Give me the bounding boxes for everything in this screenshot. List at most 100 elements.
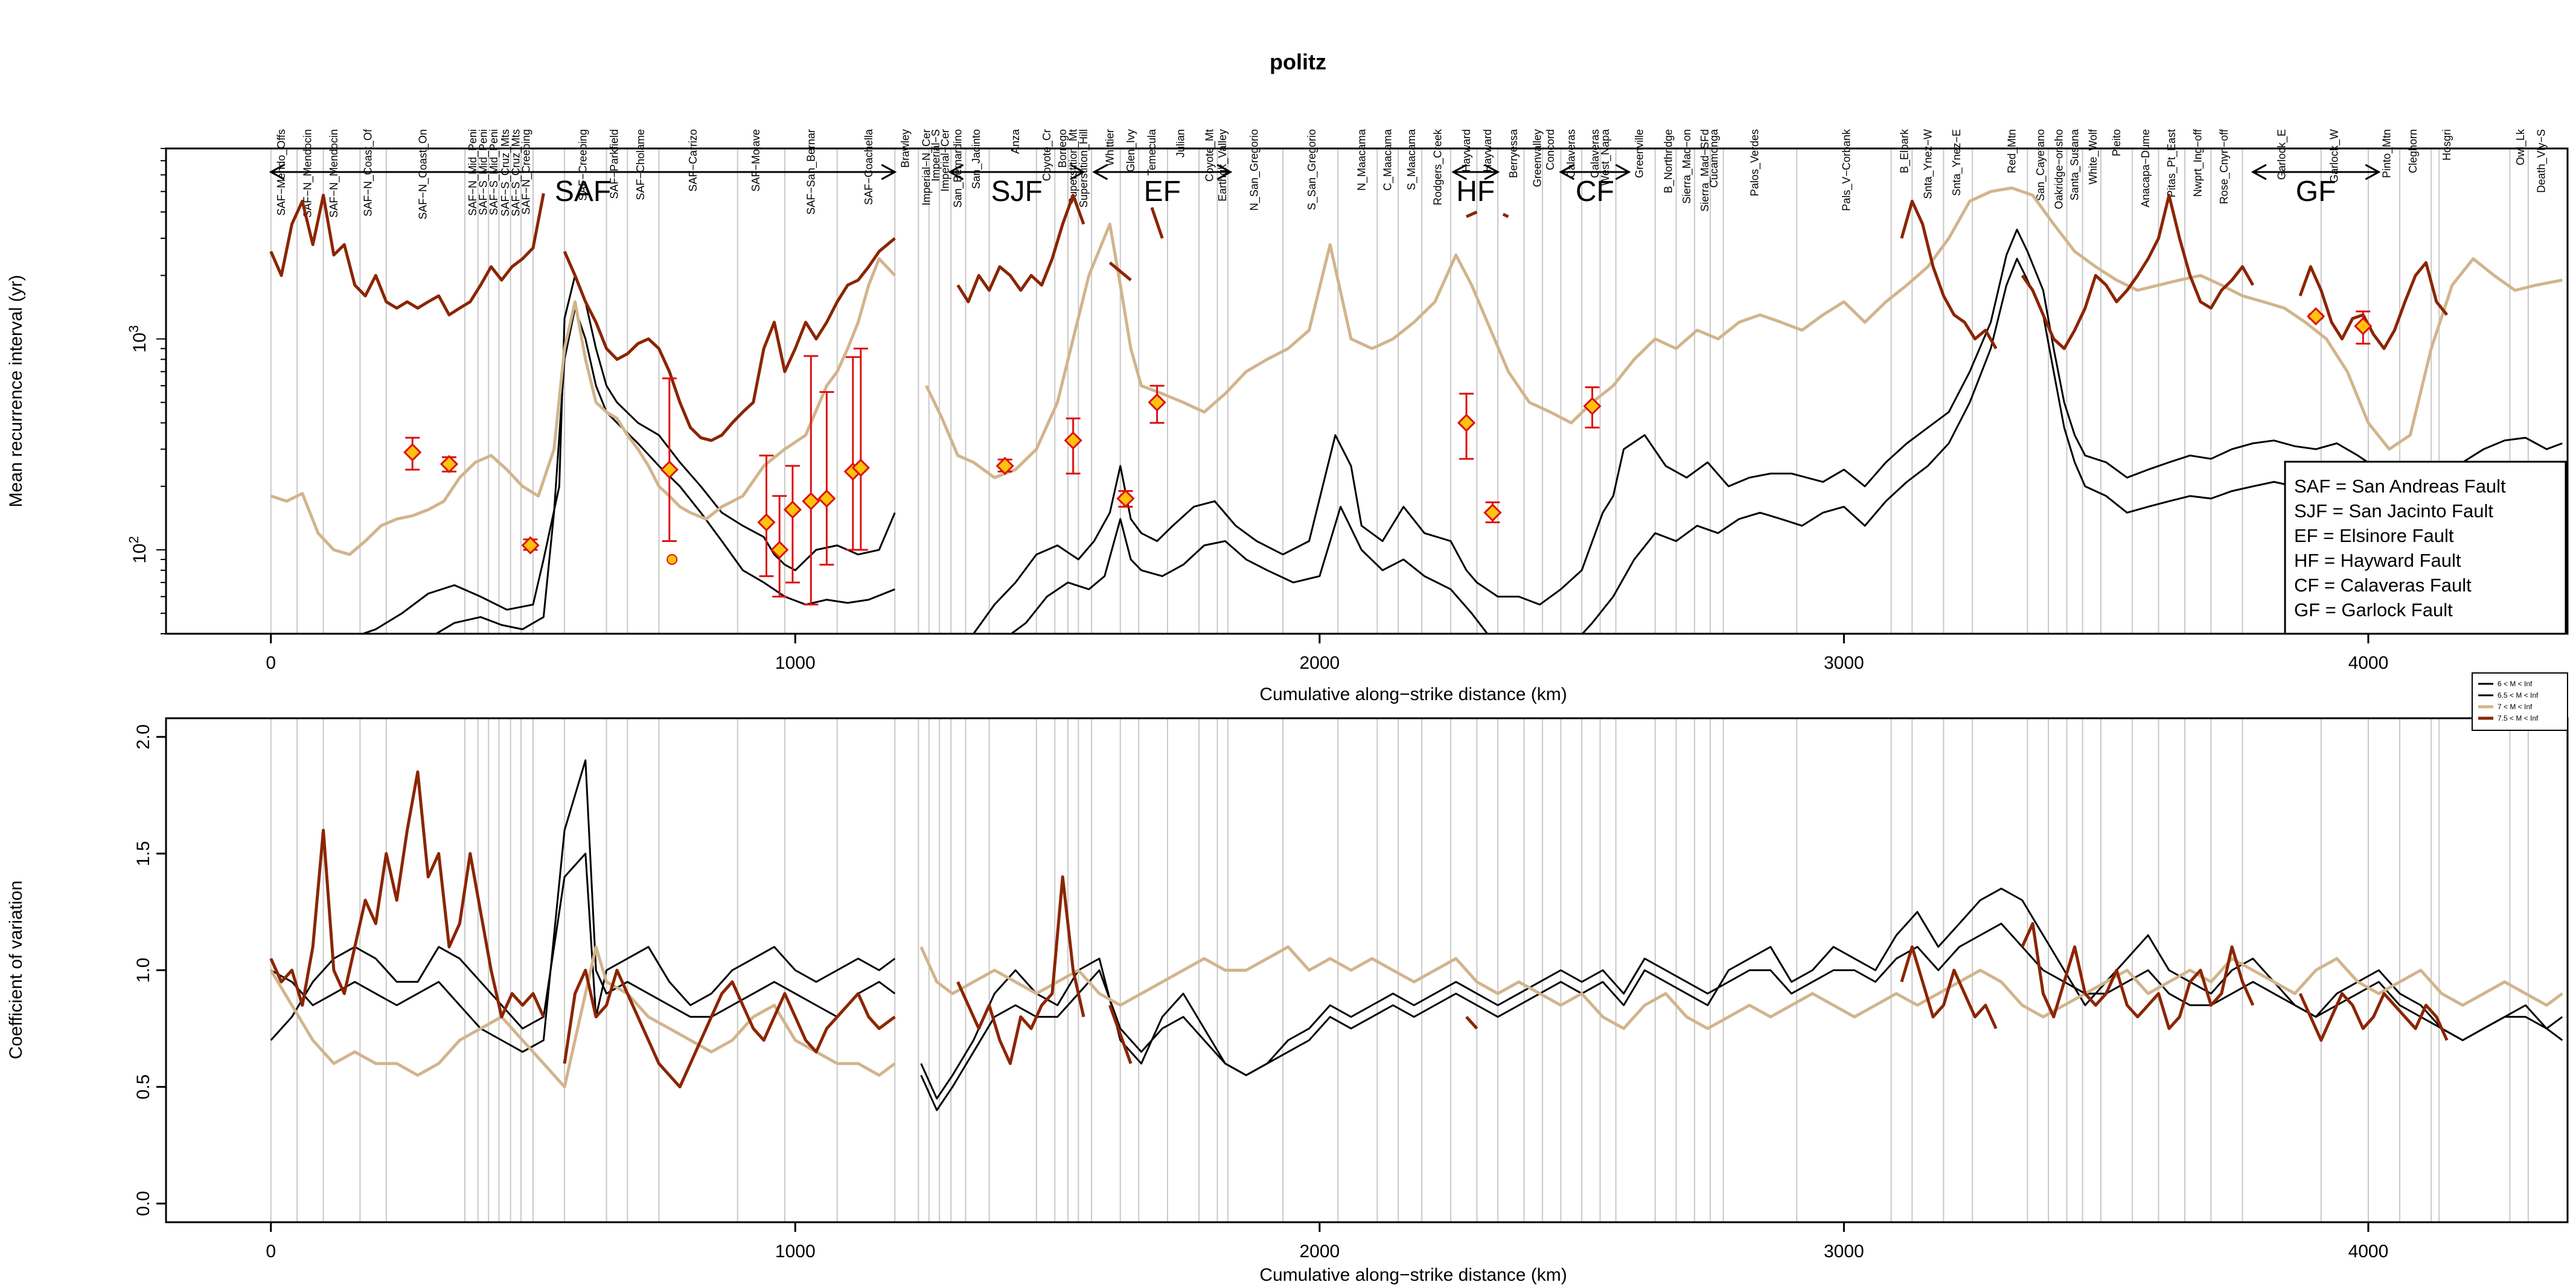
magnitude-legend-box [2472, 672, 2568, 731]
x-tick-label: 2000 [1299, 1242, 1340, 1261]
observed-recurrence-marker [2306, 307, 2325, 326]
legend-entry: 7.5 < M < Inf [2498, 714, 2539, 722]
x-tick-label: 3000 [1824, 1242, 1864, 1261]
x-tick-label: 3000 [1824, 653, 1864, 673]
fault-section-label: Coyote_Mt [1203, 129, 1216, 182]
observed-recurrence-marker [1064, 417, 1082, 475]
bottom-y-axis-title: Coefficient of variation [6, 881, 26, 1059]
fault-section-label: Greenville [1634, 129, 1646, 178]
fault-section-label: SAF−Carrizo [687, 129, 699, 192]
fault-section-label: SAF−Parkfield [609, 129, 621, 199]
series-line-4 [269, 770, 2449, 1089]
observed-recurrence-marker [660, 377, 679, 542]
observed-recurrence-marker [1116, 489, 1135, 508]
legend-entry: HF = Hayward Fault [2294, 550, 2461, 571]
observed-recurrence-marker [2354, 310, 2373, 345]
fault-group-label: EF [1144, 176, 1181, 208]
fault-section-label: Concord [1544, 129, 1556, 170]
fault-section-label: Hayward [1460, 129, 1472, 172]
fault-section-label: Imperial−Cer [939, 129, 951, 192]
fault-section-label: Cleghorn [2407, 129, 2419, 173]
fault-section-label: Snta_Ynez−W [1922, 129, 1934, 199]
legend-entry: 7 < M < Inf [2498, 703, 2533, 711]
observed-recurrence-marker [1457, 392, 1476, 460]
bottom-series [269, 759, 2563, 1111]
x-tick-label: 4000 [2348, 653, 2389, 673]
fault-section-label: S_San_Gregorio [1306, 129, 1318, 210]
observed-markers [403, 307, 2373, 606]
fault-section-label: Temecula [1146, 129, 1158, 176]
legend-entry: SJF = San Jacinto Fault [2294, 500, 2493, 521]
y-tick-label: 2.0 [133, 724, 153, 750]
series-line-3 [269, 945, 2563, 1089]
fault-section-label: B_Elpark [1898, 129, 1911, 173]
fault-group-label: GF [2296, 176, 2336, 208]
fault-section-label: Earthqk_Valley [1216, 129, 1229, 202]
legend-entries: SAF = San Andreas Fault SJF = San Jacinto… [2294, 476, 2506, 620]
fault-section-label: N_Maacama [1355, 129, 1368, 191]
fault-group-label: SJF [991, 176, 1043, 208]
y-tick-label: 1.0 [133, 958, 153, 983]
top-y-axis-title: Mean recurrence interval (yr) [6, 275, 26, 507]
y-tick-label: 103 [126, 325, 150, 353]
bottom-plot-frame [165, 717, 2569, 1223]
fault-section-label: Pitas_Pt_East [2165, 129, 2178, 197]
bottom-x-axis-title: Cumulative along−strike distance (km) [1259, 1265, 1567, 1285]
fault-section-label: Imperial−S [930, 129, 942, 182]
observed-recurrence-marker [770, 495, 789, 598]
fault-section-label: SAF−Creeping [577, 129, 589, 201]
fault-section-label: Calaveras [1565, 129, 1577, 178]
fault-group-arrow: HF [1451, 164, 1500, 208]
fault-section-label: Oakridge−onsho [2053, 129, 2065, 209]
legend-entry: EF = Elsinore Fault [2294, 525, 2454, 546]
fault-section-label: SAF−N_Mendocin [328, 129, 340, 218]
top-series [269, 186, 2563, 634]
fault-section-label: Garlock_W [2328, 129, 2341, 183]
fault-section-label: Greenvalley [1531, 129, 1543, 187]
fault-section-label: Nwprt_Ing−off [2192, 129, 2205, 197]
x-tick-label: 1000 [775, 653, 816, 673]
fault-section-label: Death_Vly−S [2536, 129, 2548, 193]
top-chart-title: politz [1270, 49, 1326, 74]
bottom-y-ticks: 0.0 0.5 1.0 1.5 2.0 [133, 724, 166, 1216]
y-tick-label: 0.5 [133, 1074, 153, 1100]
fault-group-arrows: SAF SJF EF HF CF GF [269, 164, 2381, 208]
observed-recurrence-marker [996, 456, 1014, 476]
x-tick-label: 0 [266, 1242, 276, 1261]
legend-entry: 6 < M < Inf [2498, 680, 2533, 688]
fault-section-label: Hayward [1481, 129, 1494, 172]
fault-section-label: N_San_Gregorio [1248, 129, 1261, 211]
fault-section-label: SAF−Mojave [750, 129, 762, 192]
fault-group-arrow: EF [1092, 164, 1233, 208]
fault-section-label: Rodgers_Creek [1431, 129, 1444, 205]
fault-section-label: White_Wolf [2087, 129, 2100, 185]
magnitude-legend: 6 < M < Inf 6.5 < M < Inf 7 < M < Inf 7.5 <… [2472, 672, 2568, 731]
fault-section-label: Pals_V−Corbank [1841, 129, 1853, 211]
fault-section-label: Berryessa [1507, 129, 1520, 178]
series-line-4 [269, 193, 2449, 442]
top-x-ticks: 0 1000 2000 3000 4000 [266, 634, 2388, 673]
bottom-cov-plot: 0 1000 2000 3000 4000 0.0 0.5 1.0 1.5 2.0 Cumula… [6, 672, 2569, 1285]
observed-recurrence-marker [843, 356, 862, 551]
x-tick-label: 0 [266, 653, 276, 673]
legend-box [2284, 461, 2567, 635]
observed-recurrence-marker [802, 355, 820, 606]
observed-recurrence-marker [757, 454, 776, 578]
fault-section-label: Coyote_Cr [1041, 129, 1053, 181]
fault-section-label: San_Jacinto [970, 129, 983, 189]
fault-section-label: Pleito [2111, 129, 2123, 156]
series-line-2 [434, 258, 2563, 634]
small-observed-marker [666, 553, 678, 565]
series-line-2 [270, 759, 2563, 1111]
fault-group-arrow: GF [2251, 164, 2381, 208]
fault-group-label: CF [1576, 176, 1614, 208]
fault-section-label: C_Maacama [1382, 129, 1395, 191]
y-tick-label: 102 [126, 536, 150, 564]
fault-section-label: Pinto_Mtn [2380, 129, 2393, 178]
observed-recurrence-marker [439, 454, 459, 474]
legend-entry: SAF = San Andreas Fault [2294, 476, 2506, 497]
legend-entry: GF = Garlock Fault [2294, 599, 2453, 620]
legend-entry: CF = Calaveras Fault [2294, 575, 2472, 596]
fault-section-label: Glen_Ivy [1125, 129, 1137, 172]
